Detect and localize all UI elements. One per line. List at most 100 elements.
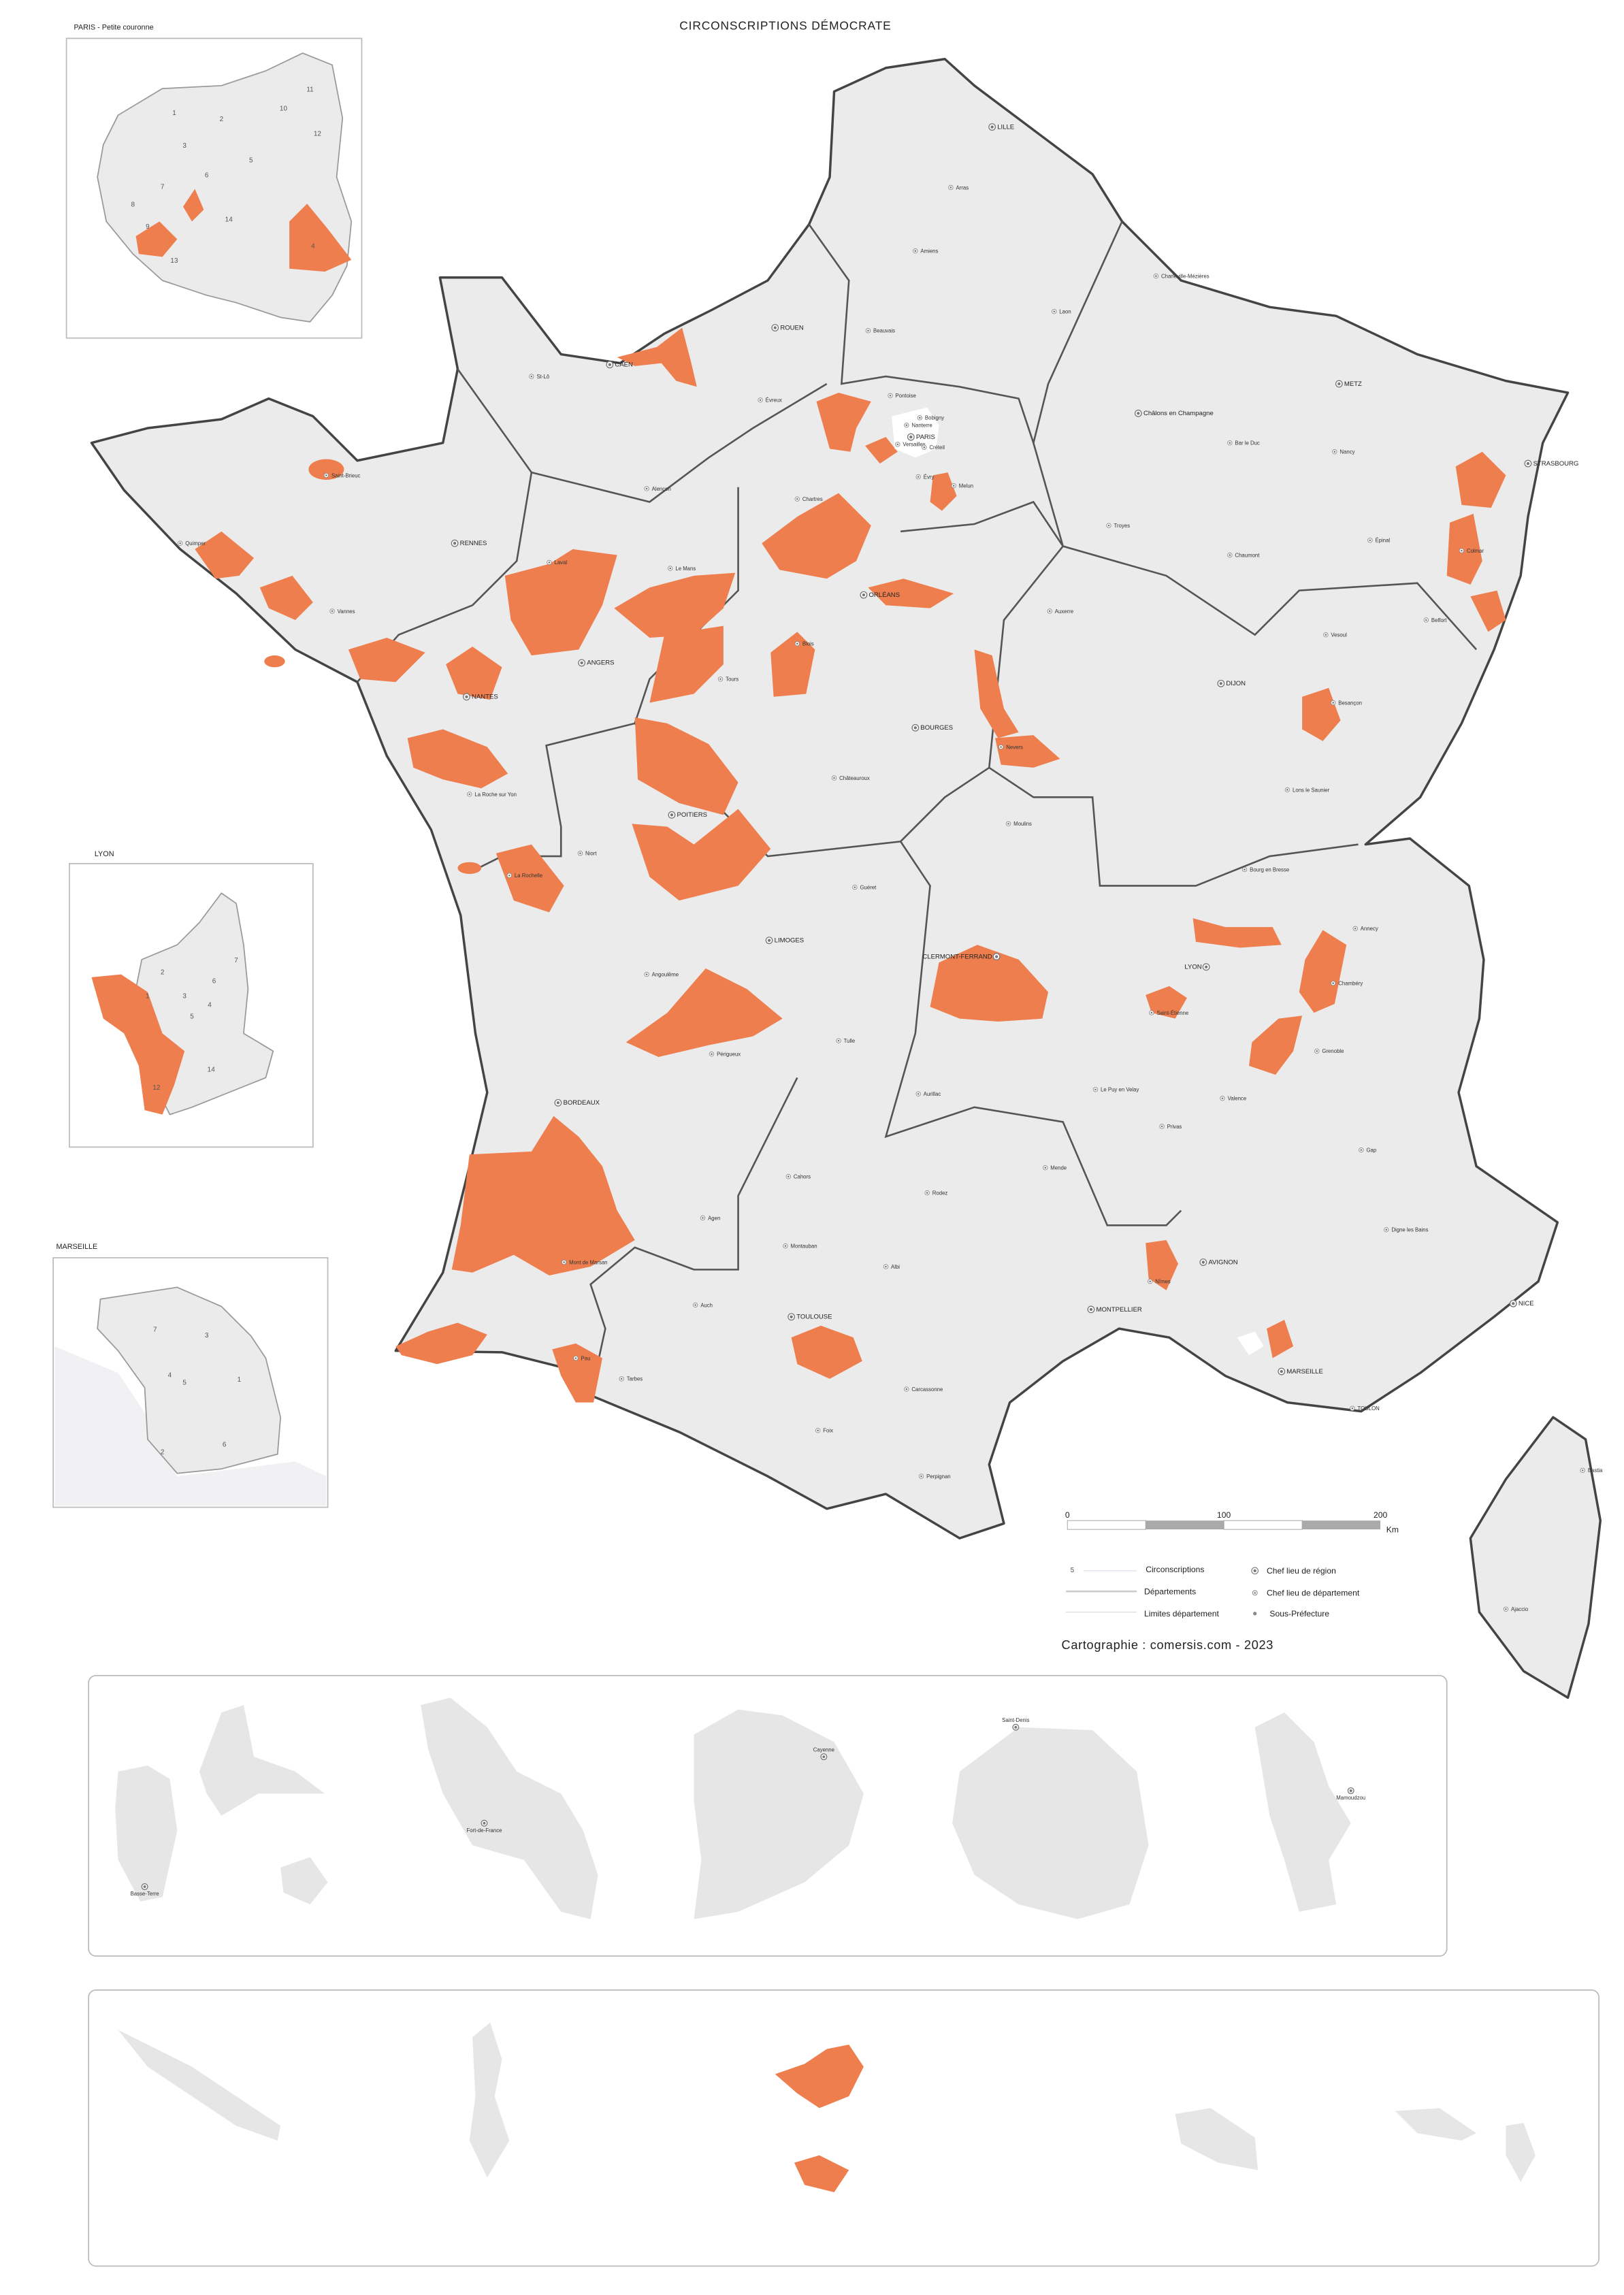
circonscription-gironde	[451, 1116, 635, 1276]
city-nancy: Nancy	[1332, 449, 1355, 455]
circonscription-nevers-north	[974, 649, 1019, 738]
city-n-mes: Nîmes	[1148, 1279, 1171, 1285]
city-label: AVIGNON	[1208, 1258, 1237, 1266]
mayotte	[1254, 1712, 1351, 1912]
circonscription-number: 3	[182, 992, 186, 1000]
city-niort: Niort	[577, 851, 597, 857]
city-label: Tulle	[844, 1038, 856, 1044]
city-auxerre: Auxerre	[1047, 608, 1073, 615]
city-label: NICE	[1519, 1300, 1534, 1307]
city-mont-de-marsan: Mont de Marsan	[561, 1259, 608, 1265]
circonscription-number: 3	[182, 142, 186, 150]
circonscription-nevers	[994, 735, 1060, 768]
circonscription-laval	[504, 549, 617, 656]
city-label: Mende	[1050, 1165, 1067, 1171]
overseas-box-dom: Basse-Terre Fort-de-France Cayenne Saint-De…	[88, 1675, 1448, 1957]
dotted-circle-icon	[1252, 1590, 1258, 1596]
city-mamoudzou: Mamoudzou	[1336, 1787, 1365, 1801]
city-label: Pau	[581, 1355, 591, 1361]
city-label: Bobigny	[925, 415, 944, 421]
city-clermont-ferrand: CLERMONT-FERRAND	[922, 953, 1001, 960]
city-nanterre: Nanterre	[904, 423, 932, 429]
city-label: Digne les Bains	[1391, 1227, 1428, 1233]
city-poitiers: POITIERS	[668, 811, 707, 819]
city-label: Tarbes	[627, 1376, 643, 1382]
city-chaumont: Chaumont	[1227, 552, 1260, 558]
circonscription-vienne	[632, 809, 771, 901]
city-cayenne: Cayenne	[813, 1747, 834, 1761]
circonscription-marseille	[1267, 1320, 1294, 1358]
city-label: Épinal	[1375, 538, 1390, 544]
city-cr-teil: Créteil	[922, 444, 945, 451]
city-label: ORLÉANS	[869, 591, 900, 599]
city-label: Beauvais	[873, 328, 895, 334]
city-albi: Albi	[883, 1264, 900, 1270]
city-besan-on: Besançon	[1330, 700, 1362, 706]
city-angoul-me: Angoulême	[644, 971, 679, 977]
circonscription-number: 10	[280, 105, 288, 113]
city-label: Auxerre	[1055, 608, 1073, 615]
city-bourges: BOURGES	[911, 723, 953, 732]
city-label: Nîmes	[1155, 1279, 1171, 1285]
city-label: Périgueux	[717, 1052, 741, 1058]
city-label: Angoulême	[652, 971, 679, 977]
city-label: LILLE	[997, 123, 1014, 131]
circonscription-tours	[649, 625, 724, 703]
city-label: Créteil	[929, 444, 945, 451]
polynesie-3	[1506, 2123, 1536, 2182]
overseas-box-com	[88, 1989, 1599, 2267]
city-label: MONTPELLIER	[1097, 1306, 1142, 1314]
inset-lyon-label: LYON	[95, 850, 114, 858]
city-label: Basse-Terre	[131, 1891, 159, 1897]
guyane	[694, 1709, 864, 1919]
city-label: CLERMONT-FERRAND	[922, 953, 992, 960]
city-label: St-Lô	[536, 374, 549, 380]
circonscription-number: 1	[146, 992, 150, 1000]
circonscription-colmar	[1446, 513, 1482, 585]
city-dijon: DIJON	[1217, 679, 1246, 687]
city-label: Grenoble	[1322, 1048, 1344, 1054]
marseille-area	[1237, 1331, 1264, 1356]
city-saint-tienne: Saint-Étienne	[1149, 1010, 1188, 1016]
city-lille: LILLE	[988, 123, 1014, 131]
circonscription-number: 7	[153, 1326, 157, 1333]
city-orl-ans: ORLÉANS	[860, 591, 900, 599]
circonscription-number: 9	[146, 223, 150, 231]
city-bourg-en-bresse: Bourg en Bresse	[1241, 866, 1289, 873]
city-label: Quimper	[185, 540, 206, 547]
inset-marseille: MARSEILLE 7 3 4 5 1 2 6	[52, 1243, 329, 1508]
circonscription-number: 2	[161, 969, 165, 977]
city-label: Niort	[585, 851, 597, 857]
city--pinal: Épinal	[1367, 538, 1390, 544]
city-label: Évreux	[766, 397, 782, 404]
city-label: Laon	[1059, 308, 1071, 314]
city-label: Tours	[726, 677, 738, 683]
map-title: CIRCONSCRIPTIONS DÉMOCRATE	[679, 18, 891, 32]
city-beauvais: Beauvais	[865, 328, 895, 334]
circonscription-pau	[395, 1322, 487, 1365]
legend: 5 Circonscriptions Départements Limites …	[1062, 1565, 1360, 1652]
circonscription-number: 14	[208, 1067, 216, 1074]
circonscription-number: 12	[152, 1084, 161, 1092]
city-label: ROUEN	[780, 324, 804, 331]
city-le-puy-en-velay: Le Puy en Velay	[1092, 1087, 1139, 1093]
city-strasbourg: STRASBOURG	[1524, 459, 1578, 468]
circonscription-chambery	[1299, 930, 1347, 1013]
city-pontoise: Pontoise	[888, 393, 916, 399]
polynesie-1	[1175, 2108, 1258, 2170]
city-la-roche-sur-yon: La Roche sur Yon	[467, 792, 517, 798]
city-fort-de-france: Fort-de-France	[466, 1819, 502, 1834]
guadeloupe	[115, 1705, 328, 1905]
city-rennes: RENNES	[451, 539, 487, 547]
city-mende: Mende	[1043, 1165, 1067, 1171]
city-chamb-ry: Chambéry	[1330, 980, 1363, 986]
city-label: Cahors	[794, 1174, 811, 1180]
city-label: TOULON	[1357, 1405, 1379, 1412]
martinique	[421, 1697, 598, 1919]
city-label: Besançon	[1338, 700, 1362, 706]
circonscription-number: 4	[311, 242, 315, 250]
city-label: Ajaccio	[1511, 1606, 1529, 1612]
scale-tick-200: 200	[1374, 1510, 1387, 1520]
city-label: Saint-Denis	[1002, 1717, 1029, 1723]
